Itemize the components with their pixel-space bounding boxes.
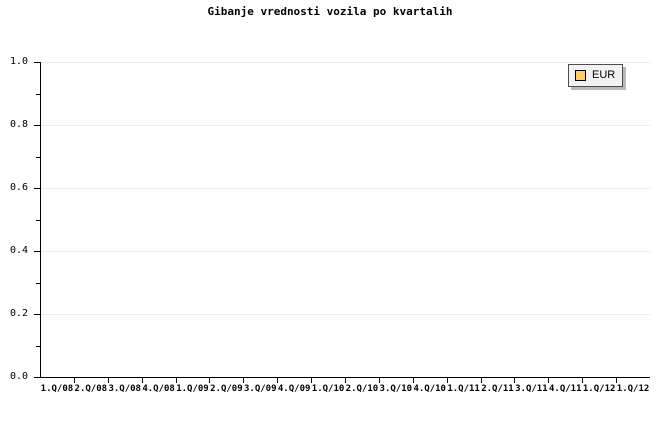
x-axis-label: 3.Q/08 (108, 384, 141, 394)
x-axis-tick (345, 378, 346, 383)
y-axis-tick-major (34, 377, 40, 378)
x-axis-label: 2.Q/08 (74, 384, 108, 394)
x-axis-tick (209, 378, 210, 383)
x-axis-line (40, 377, 650, 378)
x-axis-label: 4.Q/10 (413, 384, 446, 394)
y-axis-tick-major (34, 251, 40, 252)
y-axis-label: 0.6 (9, 182, 28, 193)
legend-label-eur: EUR (592, 69, 616, 81)
x-axis-tick (142, 378, 143, 383)
x-axis-label: 1.Q/11 (447, 384, 480, 394)
x-axis-tick (108, 378, 109, 383)
y-axis-tick-major (34, 62, 40, 63)
x-axis-label: 1.Q/09 (176, 384, 209, 394)
gridline-horizontal (40, 251, 650, 252)
x-axis-tick (616, 378, 617, 383)
x-axis-tick (74, 378, 75, 383)
x-axis-label: 3.Q/09 (244, 384, 277, 394)
x-axis-tick (582, 378, 583, 383)
x-axis-label: 4.Q/09 (277, 384, 311, 394)
x-axis-label: 2.Q/10 (345, 384, 379, 394)
y-axis-tick-minor (36, 283, 40, 284)
legend-swatch-eur (575, 70, 586, 81)
x-axis-tick (379, 378, 380, 383)
x-axis-label: 3.Q/11 (515, 384, 548, 394)
y-axis-tick-major (34, 188, 40, 189)
y-axis-label: 1.0 (9, 56, 28, 67)
y-axis-label: 0.8 (9, 119, 28, 130)
x-axis-tick (311, 378, 312, 383)
gridline-horizontal (40, 125, 650, 126)
y-axis-line (40, 62, 41, 378)
y-axis-tick-minor (36, 346, 40, 347)
gridline-horizontal (40, 314, 650, 315)
x-axis-tick (243, 378, 244, 383)
y-axis-tick-minor (36, 94, 40, 95)
chart-title: Gibanje vrednosti vozila po kvartalih (207, 5, 453, 18)
y-axis-label: 0.2 (9, 308, 28, 319)
x-axis-tick (514, 378, 515, 383)
plot-area (40, 62, 650, 378)
y-axis-tick-minor (36, 220, 40, 221)
y-axis-label: 0.0 (9, 371, 28, 382)
x-axis-tick (176, 378, 177, 383)
y-axis-tick-major (34, 125, 40, 126)
x-axis-tick (481, 378, 482, 383)
x-axis-tick (548, 378, 549, 383)
x-axis-label: 2.Q/11 (481, 384, 514, 394)
series-layer (40, 62, 650, 377)
x-axis-label: 4.Q/11 (549, 384, 582, 394)
y-axis-tick-major (34, 314, 40, 315)
x-axis-label: 1.Q/12 (616, 384, 650, 394)
chart-legend[interactable]: EUR (568, 64, 624, 87)
x-axis-label: 4.Q/08 (142, 384, 175, 394)
x-axis-tick (447, 378, 448, 383)
x-axis-label: 1.Q/12 (582, 384, 616, 394)
x-axis-label: 1.Q/10 (311, 384, 345, 394)
x-axis-label: 3.Q/10 (379, 384, 413, 394)
gridline-horizontal (40, 62, 650, 63)
x-axis-tick (413, 378, 414, 383)
y-axis-label: 0.4 (9, 245, 28, 256)
y-axis-tick-minor (36, 157, 40, 158)
x-axis-label: 1.Q/08 (40, 384, 74, 394)
gridline-horizontal (40, 188, 650, 189)
x-axis-tick (277, 378, 278, 383)
x-axis-label: 2.Q/09 (210, 384, 243, 394)
